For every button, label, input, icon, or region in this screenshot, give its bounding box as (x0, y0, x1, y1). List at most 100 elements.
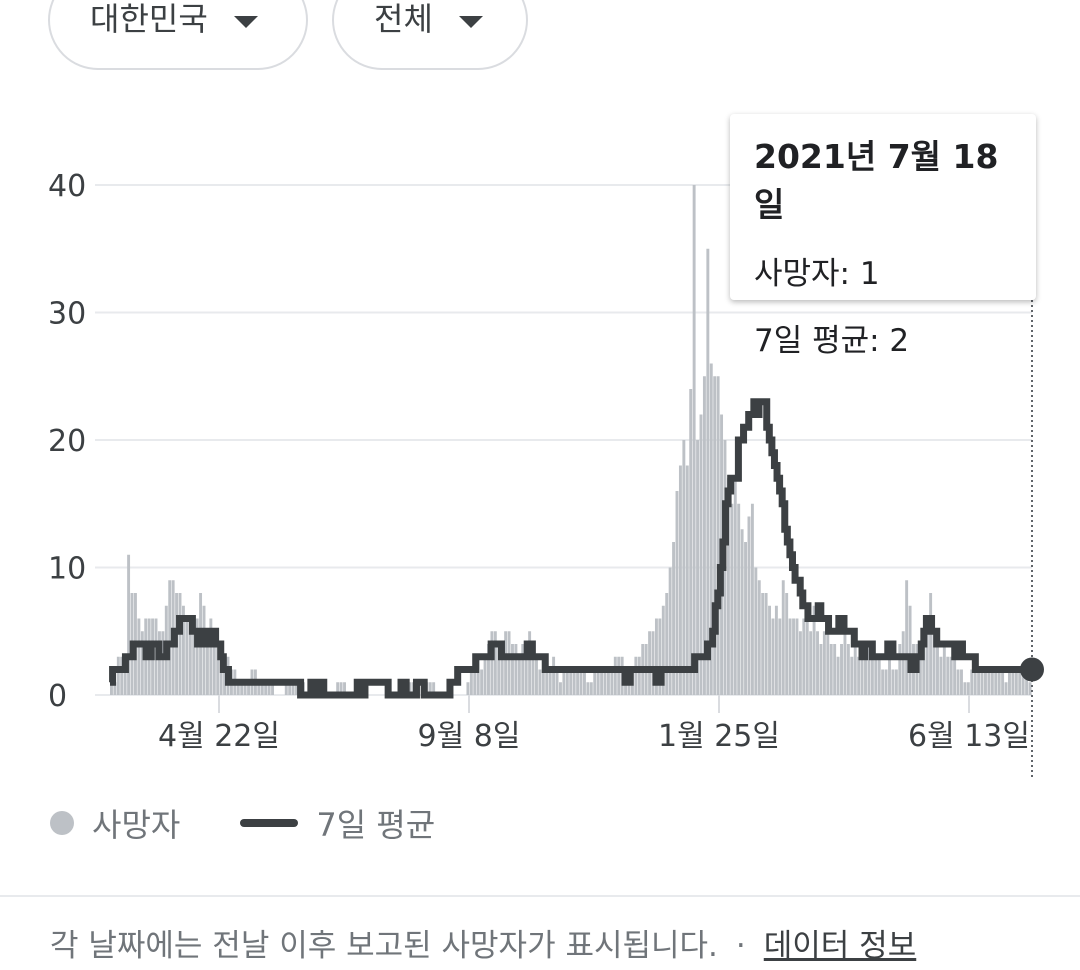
death-bar[interactable] (973, 669, 977, 696)
death-bar[interactable] (987, 669, 991, 696)
death-bar[interactable] (864, 656, 867, 695)
death-bar[interactable] (754, 567, 758, 696)
death-bar[interactable] (1004, 682, 1008, 695)
death-bar[interactable] (487, 644, 490, 695)
death-bar[interactable] (953, 656, 957, 695)
death-bar[interactable] (874, 656, 878, 695)
death-bar[interactable] (696, 440, 700, 695)
death-bar[interactable] (562, 669, 566, 696)
death-bar[interactable] (469, 669, 473, 696)
death-bar[interactable] (432, 682, 436, 695)
death-bar[interactable] (120, 656, 124, 695)
death-bar[interactable] (1001, 669, 1005, 696)
death-bar[interactable] (905, 580, 909, 695)
death-bar[interactable] (737, 503, 741, 695)
death-bar[interactable] (740, 529, 744, 695)
death-bar[interactable] (572, 669, 576, 696)
death-bar[interactable] (569, 669, 573, 696)
death-bar[interactable] (545, 669, 549, 696)
death-bar[interactable] (593, 669, 597, 696)
death-bar[interactable] (977, 669, 981, 696)
death-bar[interactable] (209, 618, 213, 696)
death-bar[interactable] (606, 669, 610, 696)
death-bar[interactable] (702, 376, 706, 695)
death-bar[interactable] (205, 631, 209, 695)
death-bar[interactable] (867, 644, 871, 695)
death-bar[interactable] (524, 644, 528, 695)
death-bar[interactable] (559, 682, 562, 695)
death-bar[interactable] (1025, 669, 1029, 696)
death-bar[interactable] (994, 669, 998, 696)
death-bar[interactable] (846, 644, 850, 695)
death-bar[interactable] (582, 669, 586, 696)
death-bar[interactable] (610, 669, 614, 696)
death-bar[interactable] (339, 682, 343, 695)
death-bar[interactable] (528, 631, 532, 695)
death-bar[interactable] (970, 669, 974, 696)
death-bar[interactable] (984, 669, 987, 696)
death-bar[interactable] (548, 669, 552, 696)
death-bar[interactable] (493, 631, 497, 695)
death-bar[interactable] (336, 682, 340, 695)
death-bar[interactable] (521, 644, 525, 695)
death-bar[interactable] (223, 656, 227, 695)
death-bar[interactable] (188, 618, 192, 696)
death-bar[interactable] (243, 682, 247, 695)
death-bar[interactable] (654, 618, 658, 696)
death-bar[interactable] (202, 605, 206, 695)
death-bar[interactable] (877, 656, 881, 695)
death-bar[interactable] (240, 682, 244, 695)
death-bar[interactable] (833, 644, 837, 695)
region-filter-chip[interactable]: 대한민국 (48, 0, 308, 70)
death-bar[interactable] (651, 631, 655, 695)
death-bar[interactable] (185, 618, 189, 696)
death-bar[interactable] (168, 580, 172, 695)
death-bar[interactable] (555, 669, 559, 696)
death-bar[interactable] (774, 605, 778, 695)
death-bar[interactable] (264, 682, 268, 695)
death-bar[interactable] (809, 631, 813, 695)
death-bar[interactable] (925, 618, 929, 696)
death-bar[interactable] (853, 644, 857, 695)
death-bar[interactable] (517, 656, 521, 695)
death-bar[interactable] (672, 542, 676, 695)
death-bar[interactable] (805, 618, 809, 696)
death-bar[interactable] (504, 631, 508, 695)
death-bar[interactable] (881, 669, 885, 696)
death-bar[interactable] (716, 376, 720, 695)
death-bar[interactable] (260, 682, 264, 695)
death-bar[interactable] (531, 656, 535, 695)
death-bar[interactable] (829, 644, 833, 695)
death-bar[interactable] (939, 656, 943, 695)
death-bar[interactable] (500, 656, 504, 695)
death-bar[interactable] (535, 656, 538, 695)
death-bar[interactable] (888, 656, 891, 695)
death-bar[interactable] (613, 656, 617, 695)
death-bar[interactable] (634, 656, 638, 695)
death-bar[interactable] (733, 478, 737, 695)
death-bar[interactable] (1014, 669, 1018, 696)
death-bar[interactable] (181, 605, 185, 695)
death-bar[interactable] (428, 682, 432, 695)
death-bar[interactable] (857, 656, 861, 695)
death-bar[interactable] (123, 656, 127, 695)
death-bar[interactable] (178, 593, 182, 695)
death-bar[interactable] (480, 669, 484, 696)
death-bar[interactable] (665, 593, 669, 695)
death-bar[interactable] (668, 567, 672, 696)
death-bar[interactable] (713, 376, 717, 695)
death-bar[interactable] (596, 669, 600, 696)
death-bar[interactable] (212, 631, 216, 695)
death-bar[interactable] (960, 669, 963, 696)
death-bar[interactable] (826, 631, 830, 695)
death-bar[interactable] (744, 542, 748, 695)
death-bar[interactable] (1008, 669, 1011, 696)
death-bar[interactable] (946, 656, 950, 695)
death-bar[interactable] (942, 644, 946, 695)
death-bar[interactable] (617, 656, 621, 695)
death-bar[interactable] (761, 593, 765, 695)
death-bar[interactable] (709, 363, 713, 696)
death-bar[interactable] (288, 682, 292, 695)
death-bar[interactable] (836, 656, 840, 695)
death-bar[interactable] (291, 682, 295, 695)
